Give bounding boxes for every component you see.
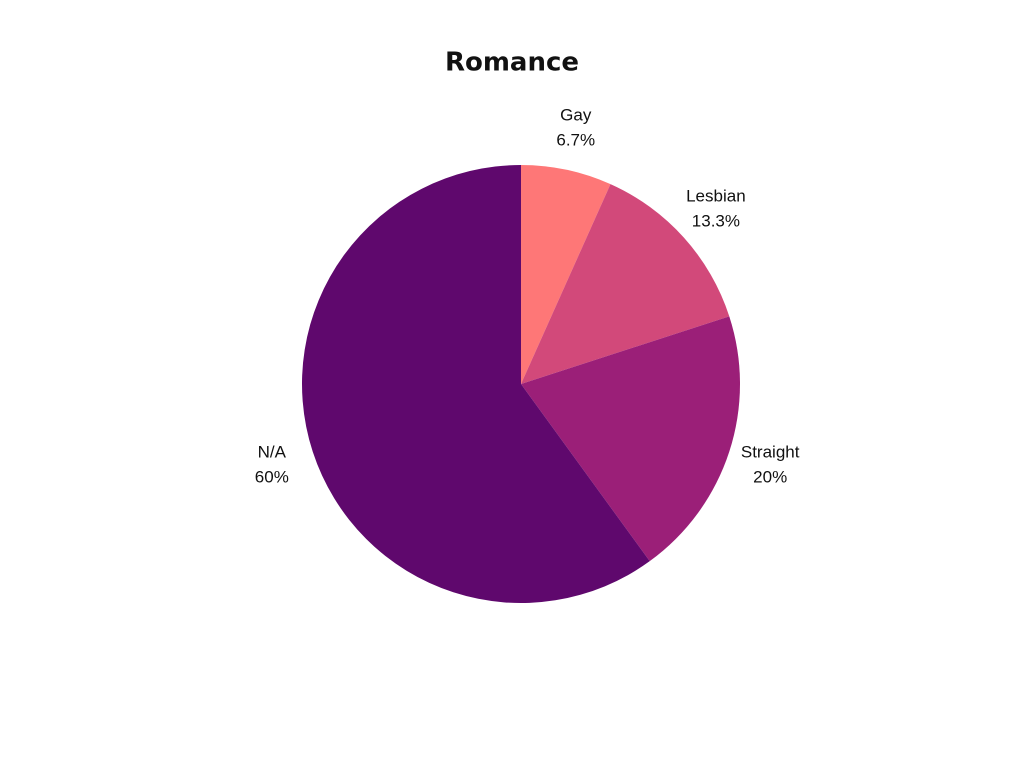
slice-label: Gay bbox=[560, 105, 592, 124]
pie-slice bbox=[521, 316, 740, 562]
slice-value-label: 13.3% bbox=[692, 211, 740, 230]
slice-label: Lesbian bbox=[686, 186, 746, 205]
slice-value-label: 20% bbox=[753, 467, 787, 486]
slice-label: N/A bbox=[258, 442, 287, 461]
slice-value-label: 60% bbox=[255, 467, 289, 486]
pie-slice bbox=[521, 184, 730, 384]
pie-slice bbox=[301, 165, 650, 603]
pie-slice bbox=[521, 165, 611, 384]
chart-title: Romance bbox=[445, 48, 579, 78]
slice-label: Straight bbox=[741, 442, 800, 461]
slice-value-label: 6.7% bbox=[556, 130, 595, 149]
